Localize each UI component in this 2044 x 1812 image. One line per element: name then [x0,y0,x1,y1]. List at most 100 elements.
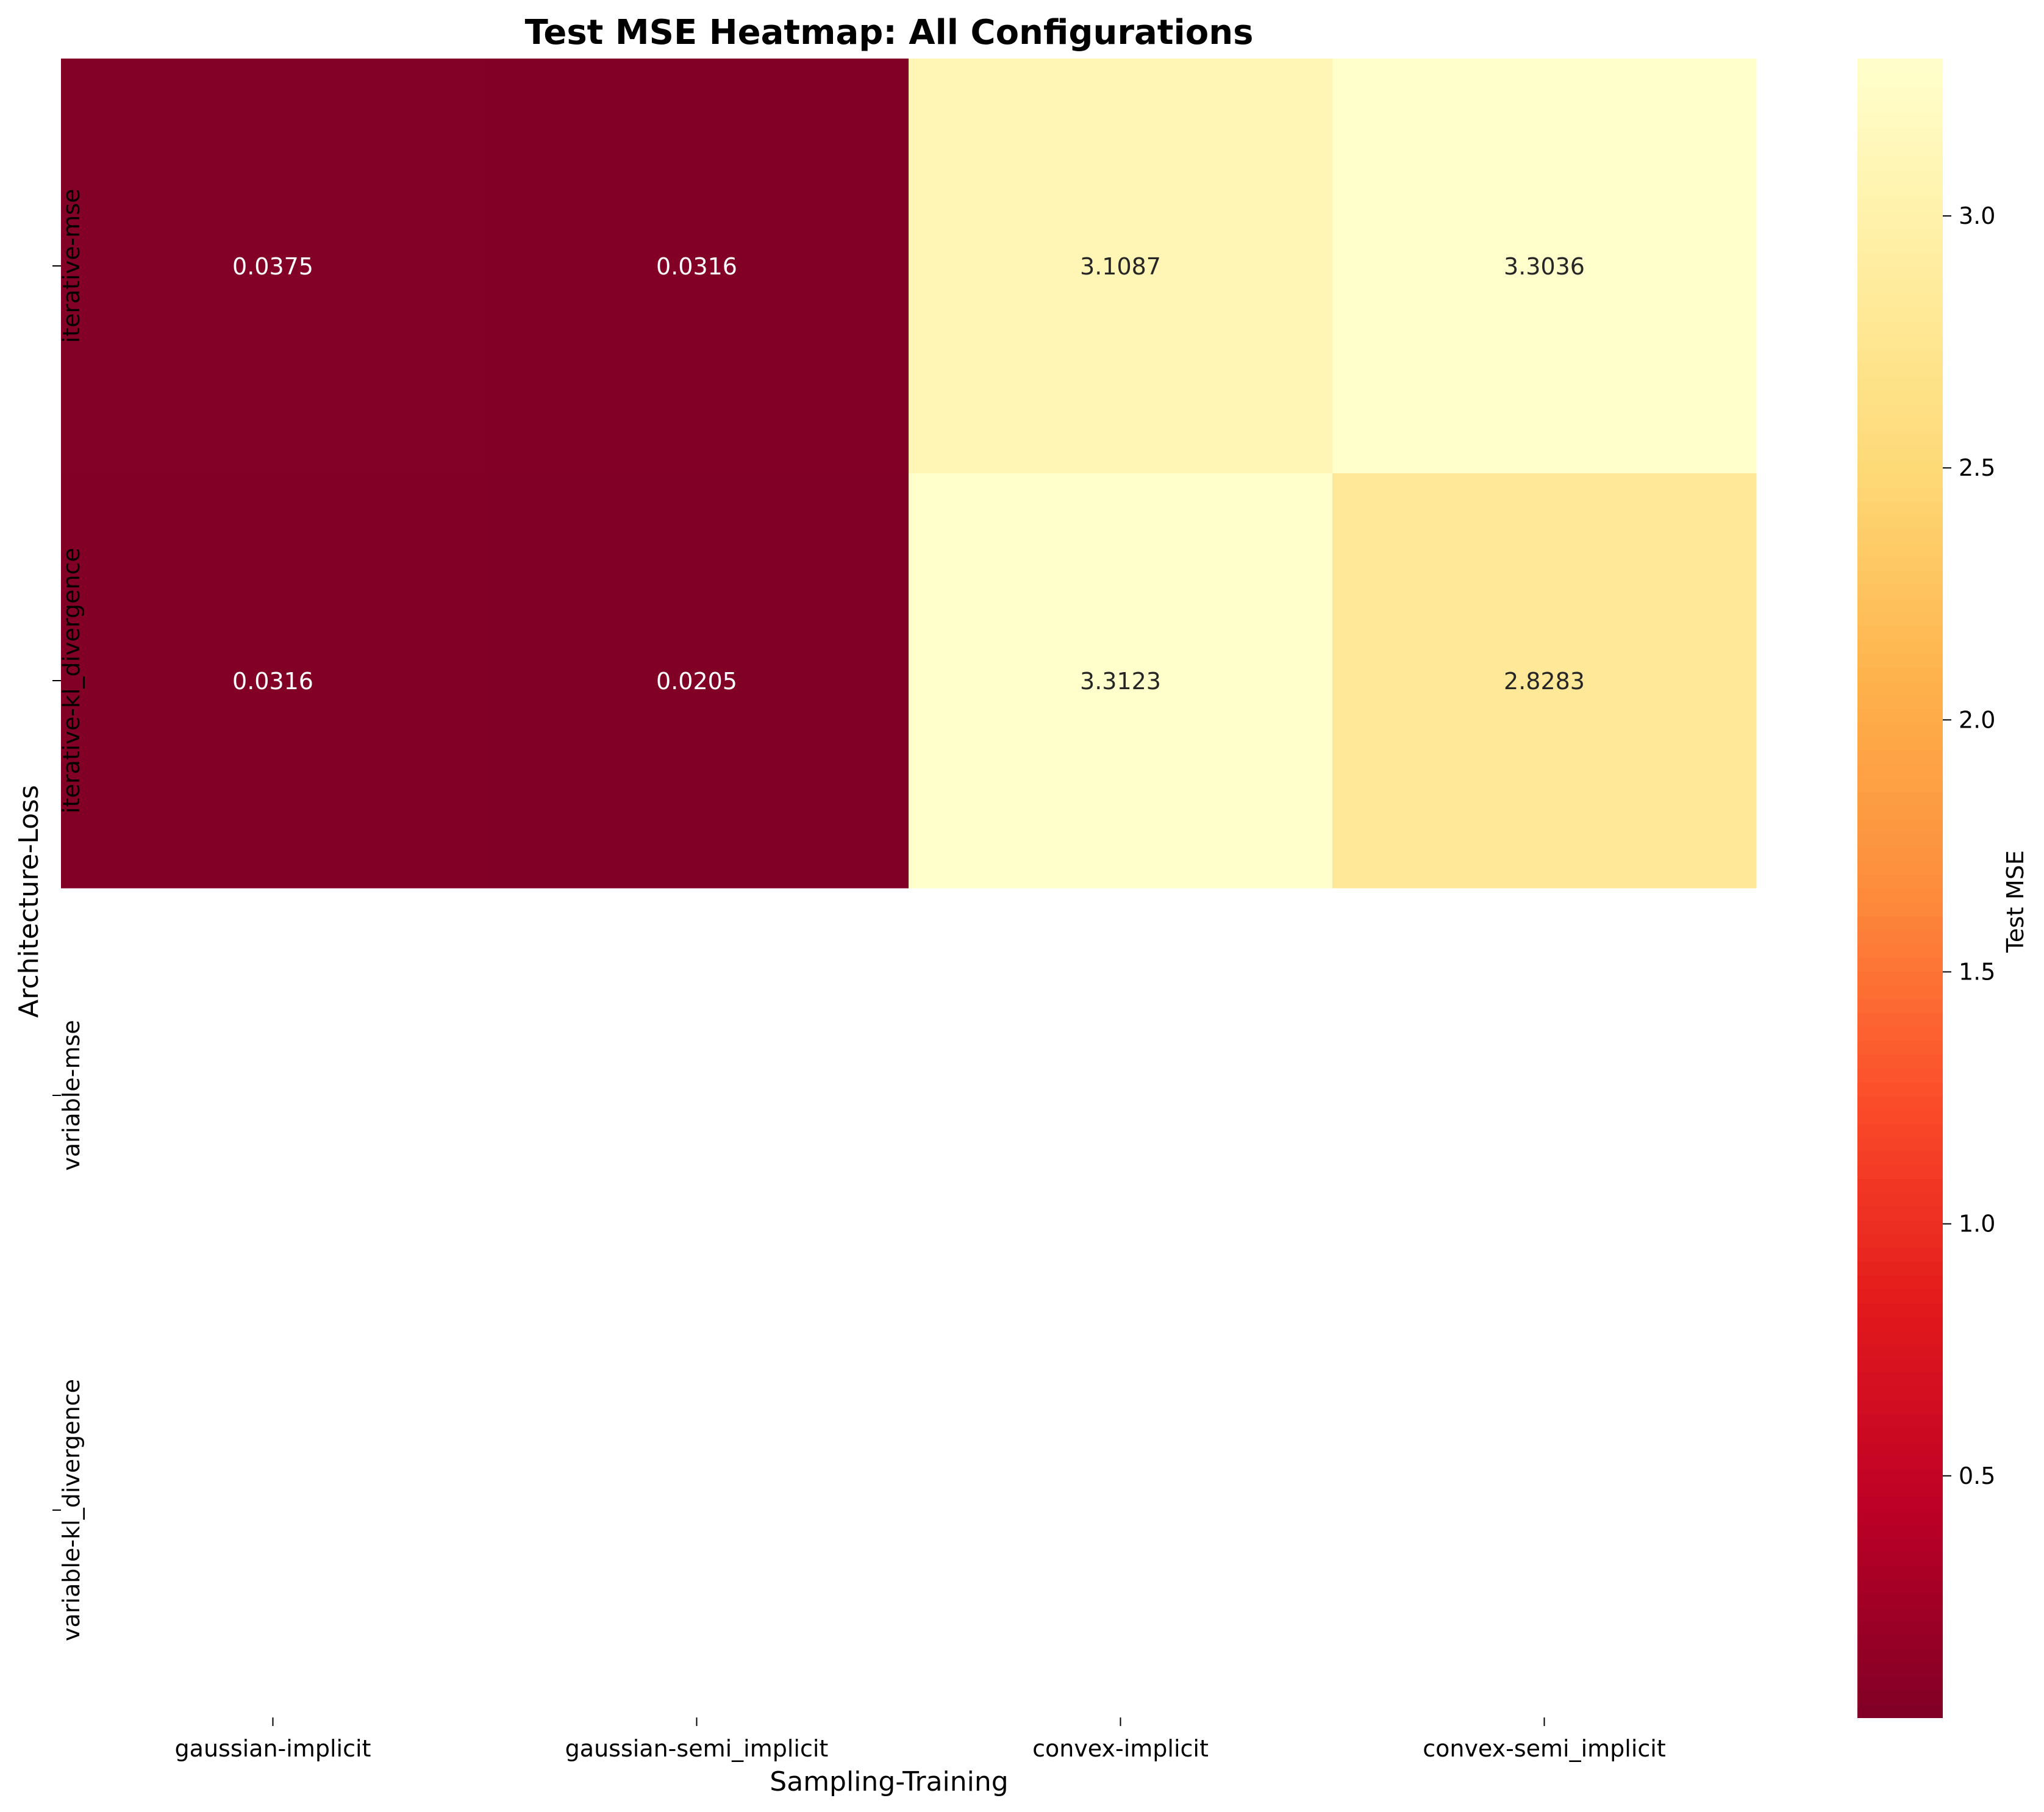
colorbar-segment [1857,266,1943,281]
cell-value-label: 0.0316 [656,253,737,280]
heatmap-cell [909,59,1333,474]
cell-value-label: 3.3036 [1504,253,1585,280]
x-tick-label: gaussian-semi_implicit [565,1735,829,1762]
colorbar-segment [1857,943,1943,958]
colorbar-segment [1857,1081,1943,1096]
colorbar-segment [1857,1233,1943,1248]
colorbar-segment [1857,722,1943,737]
colorbar-segment [1857,1579,1943,1594]
colorbar-segment [1857,984,1943,1000]
colorbar-segment [1857,279,1943,295]
colorbar-segment [1857,1206,1943,1220]
colorbar-segment [1857,1247,1943,1262]
colorbar-segment [1857,183,1943,198]
colorbar-segment [1857,224,1943,239]
colorbar-segment [1857,238,1943,253]
colorbar-segment [1857,833,1943,847]
colorbar-segment [1857,515,1943,529]
chart-title: Test MSE Heatmap: All Configurations [525,13,1254,52]
colorbar-segment [1857,169,1943,184]
colorbar-segment [1857,390,1943,405]
colorbar-segment [1857,59,1943,73]
colorbar-segment [1857,349,1943,363]
heatmap-cell [485,59,909,474]
colorbar-tick-label: 3.0 [1959,202,1995,229]
colorbar-segment [1857,971,1943,986]
colorbar-segment [1857,1358,1943,1373]
colorbar-segment [1857,210,1943,225]
colorbar-segment [1857,1552,1943,1566]
colorbar-segment [1857,542,1943,557]
colorbar-segment [1857,653,1943,668]
colorbar-segment [1857,72,1943,87]
colorbar-segment [1857,750,1943,764]
colorbar-segment [1857,293,1943,308]
colorbar-segment [1857,1178,1943,1193]
colorbar-segment [1857,1524,1943,1539]
colorbar-segment [1857,1289,1943,1303]
x-axis: gaussian-implicit gaussian-semi_implicit c… [175,1717,1666,1762]
colorbar-segment [1857,252,1943,267]
y-axis: iterative-mse iterative-kl_divergencevari… [52,189,85,1641]
colorbar-tick-label: 2.0 [1959,706,1995,733]
colorbar-segment [1857,1593,1943,1608]
colorbar-segment [1857,1689,1943,1705]
colorbar-segment [1857,86,1943,101]
cell-value-label: 0.0375 [232,253,313,280]
colorbar-segment [1857,1413,1943,1428]
colorbar-segment [1857,418,1943,432]
y-axis-label: Architecture-Loss [13,785,45,1018]
colorbar-segment [1857,818,1943,834]
colorbar-segment [1857,1386,1943,1400]
colorbar-segment [1857,874,1943,889]
colorbar-segment [1857,1635,1943,1649]
colorbar-segment [1857,1067,1943,1083]
heatmap-cell [61,473,485,889]
y-tick-label: variable-kl_divergence [58,1379,85,1641]
y-tick-label: iterative-kl_divergence [58,548,85,814]
colorbar-segment [1857,376,1943,391]
colorbar-segment [1857,1676,1943,1691]
colorbar-segment [1857,445,1943,460]
colorbar-segment [1857,998,1943,1013]
colorbar-segment [1857,501,1943,515]
colorbar-segment [1857,901,1943,917]
y-tick-label: iterative-mse [58,189,85,343]
cell-value-label: 0.0316 [232,668,313,695]
colorbar-tick-label: 2.5 [1959,454,1995,481]
colorbar-segment [1857,141,1943,156]
colorbar-segment [1857,929,1943,944]
colorbar-segment [1857,847,1943,861]
colorbar-segment [1857,957,1943,972]
heatmap-cell [1332,473,1757,889]
colorbar-segment [1857,791,1943,806]
heatmap-cell [485,473,909,889]
colorbar-segment [1857,667,1943,681]
colorbar-segment [1857,1164,1943,1179]
colorbar-segment [1857,487,1943,502]
colorbar-segment [1857,1455,1943,1469]
colorbar-segment [1857,1482,1943,1497]
colorbar-tick-label: 0.5 [1959,1463,1995,1489]
heatmap-cell [1332,59,1757,474]
heatmap-cell [909,473,1333,889]
x-tick-label: convex-semi_implicit [1423,1735,1666,1762]
colorbar-segment [1857,113,1943,129]
colorbar-segment [1857,1648,1943,1663]
colorbar-segment [1857,764,1943,778]
colorbar-segment [1857,1150,1943,1166]
colorbar-segment [1857,639,1943,654]
colorbar-segment [1857,1123,1943,1137]
colorbar-segment [1857,1510,1943,1525]
colorbar: 0.5 1.0 1.5 2.0 2.5 3.0 [1857,59,1995,1718]
colorbar-segment [1857,1620,1943,1635]
colorbar-segment [1857,1054,1943,1069]
colorbar-segment [1857,1303,1943,1317]
colorbar-segment [1857,1427,1943,1442]
cell-value-label: 0.0205 [656,668,737,695]
colorbar-segment [1857,570,1943,585]
colorbar-segment [1857,321,1943,336]
colorbar-label: Test MSE [2002,850,2029,953]
colorbar-segment [1857,805,1943,820]
